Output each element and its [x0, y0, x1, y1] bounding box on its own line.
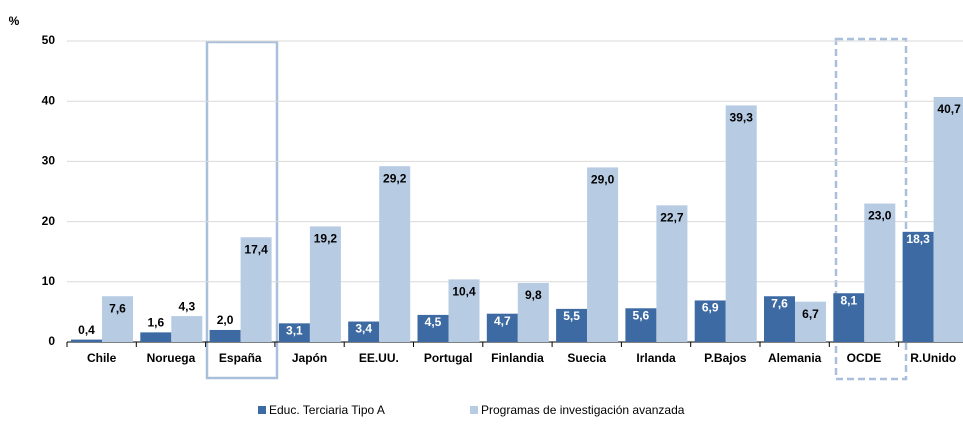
- value-label: 10,4: [452, 285, 476, 299]
- value-label: 7,6: [109, 301, 126, 315]
- y-tick-label: 10: [42, 274, 56, 288]
- value-label: 3,1: [286, 324, 303, 338]
- value-label: 40,7: [937, 102, 961, 116]
- x-tick-label: Alemania: [768, 351, 822, 365]
- bar: [140, 332, 172, 342]
- value-label: 39,3: [730, 111, 754, 125]
- bar: [556, 308, 588, 342]
- value-label: 18,3: [906, 232, 930, 246]
- x-tick-label: P.Bajos: [704, 351, 747, 365]
- bar: [309, 226, 341, 342]
- bar: [171, 316, 203, 342]
- bar: [795, 301, 826, 342]
- legend-label: Programas de investigación avanzada: [481, 403, 685, 417]
- bar: [517, 283, 549, 342]
- bar: [102, 296, 133, 342]
- value-label: 23,0: [868, 209, 892, 223]
- bar: [278, 323, 310, 342]
- x-tick-label: EE.UU.: [359, 351, 399, 365]
- x-tick-label: España: [219, 351, 262, 365]
- value-label: 29,0: [591, 173, 615, 187]
- bar: [209, 329, 241, 342]
- legend-swatch: [258, 406, 266, 414]
- x-tick-label: Portugal: [424, 351, 473, 365]
- bar: [348, 321, 380, 342]
- y-tick-label: 50: [42, 33, 56, 47]
- legend-swatch: [470, 406, 478, 414]
- value-label: 5,6: [633, 308, 650, 322]
- bar: [764, 296, 795, 342]
- legend-label: Educ. Terciaria Tipo A: [269, 403, 385, 417]
- value-label: 19,2: [314, 232, 338, 246]
- bar: [448, 279, 480, 342]
- x-tick-label: OCDE: [847, 351, 882, 365]
- bar: [902, 231, 934, 342]
- bar: [240, 237, 272, 342]
- value-label: 29,2: [383, 171, 407, 185]
- value-label: 6,9: [702, 301, 719, 315]
- value-label: 22,7: [660, 211, 684, 225]
- y-axis-label: %: [9, 14, 20, 28]
- x-tick-label: Finlandia: [491, 351, 544, 365]
- x-tick-label: R.Unido: [910, 351, 956, 365]
- value-label: 9,8: [525, 288, 542, 302]
- y-tick-label: 20: [42, 214, 56, 228]
- bar: [71, 339, 102, 342]
- bar: [833, 293, 865, 342]
- value-label: 4,3: [178, 299, 195, 313]
- highlight-box-dashed: [834, 37, 908, 381]
- value-label: 3,4: [355, 322, 372, 336]
- bar: [625, 308, 657, 342]
- value-label: 7,6: [771, 296, 788, 310]
- value-label: 6,7: [802, 307, 819, 321]
- value-label: 8,1: [840, 293, 857, 307]
- bar: [587, 167, 619, 342]
- bar: [379, 166, 411, 342]
- value-label: 0,4: [78, 323, 95, 337]
- bar: [417, 314, 449, 342]
- value-label: 5,5: [563, 309, 580, 323]
- x-tick-label: Noruega: [147, 351, 196, 365]
- highlight-box: [205, 40, 279, 380]
- bar: [486, 313, 518, 342]
- bar: [694, 300, 726, 342]
- value-label: 4,7: [494, 314, 511, 328]
- y-tick-label: 40: [42, 93, 56, 107]
- value-label: 17,4: [244, 242, 268, 256]
- value-label: 2,0: [217, 313, 234, 327]
- value-label: 4,5: [425, 315, 442, 329]
- x-tick-label: Irlanda: [636, 351, 676, 365]
- bar: [656, 205, 688, 342]
- y-tick-label: 30: [42, 154, 56, 168]
- x-tick-label: Suecia: [567, 351, 606, 365]
- bar: [864, 203, 896, 342]
- bar: [725, 105, 757, 342]
- x-tick-label: Japón: [292, 351, 327, 365]
- value-label: 1,6: [147, 316, 164, 330]
- bar: [933, 96, 963, 343]
- x-tick-label: Chile: [87, 351, 117, 365]
- y-tick-label: 0: [48, 334, 55, 348]
